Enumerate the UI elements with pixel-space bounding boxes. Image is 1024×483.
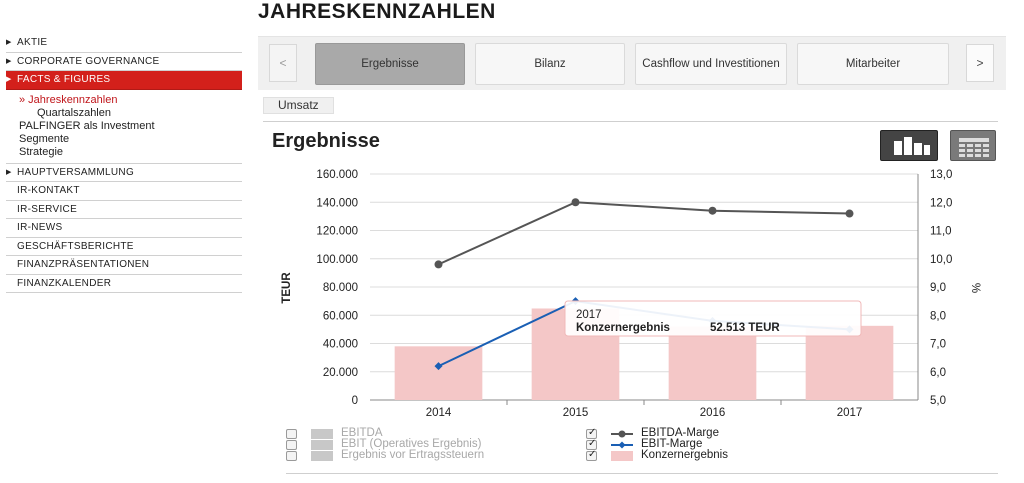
sidebar-item-ir-news[interactable]: IR-NEWS bbox=[6, 219, 242, 238]
legend-item-ergebnis-vor-steuern[interactable]: Ergebnis vor Ertragssteuern bbox=[286, 449, 484, 461]
y-tick-label: 160.000 bbox=[316, 169, 358, 181]
legend-checkbox[interactable] bbox=[586, 449, 597, 461]
chart-title: Ergebnisse bbox=[272, 130, 380, 152]
sidebar-item-facts-figures[interactable]: ▶ FACTS & FIGURES bbox=[6, 71, 242, 90]
data-point bbox=[434, 260, 443, 269]
x-tick-label: 2014 bbox=[426, 407, 452, 419]
bar-chart-view-button[interactable] bbox=[880, 130, 938, 161]
y2-tick-label: 9,0 bbox=[930, 282, 946, 294]
data-point bbox=[434, 362, 443, 371]
tooltip-value: 52.513 TEUR bbox=[710, 322, 780, 334]
data-point bbox=[571, 198, 580, 207]
y2-tick-label: 6,0 bbox=[930, 367, 946, 379]
tab-cashflow[interactable]: Cashflow und Investitionen bbox=[635, 43, 787, 85]
y-tick-label: 120.000 bbox=[316, 226, 358, 238]
legend-line-swatch bbox=[611, 430, 633, 437]
table-icon bbox=[959, 138, 989, 157]
subnav-item-segmente[interactable]: Segmente bbox=[19, 132, 70, 145]
data-point bbox=[845, 209, 854, 218]
y-tick-label: 20.000 bbox=[323, 367, 358, 379]
tab-bar: < Ergebnisse Bilanz Cashflow und Investi… bbox=[258, 36, 1006, 90]
y2-tick-label: 11,0 bbox=[930, 226, 952, 238]
tooltip-year: 2017 bbox=[576, 309, 602, 321]
sidebar-item-geschaeftsberichte[interactable]: GESCHÄFTSBERICHTE bbox=[6, 238, 242, 256]
tab-prev-button[interactable]: < bbox=[269, 44, 297, 82]
y2-tick-label: 7,0 bbox=[930, 339, 946, 351]
tooltip-box bbox=[564, 300, 862, 337]
subnav-item-investment[interactable]: PALFINGER als Investment bbox=[19, 119, 155, 132]
tab-bilanz[interactable]: Bilanz bbox=[475, 43, 625, 85]
bar-konzernergebnis bbox=[668, 326, 757, 400]
x-tick-label: 2015 bbox=[563, 407, 589, 419]
tab-next-button[interactable]: > bbox=[966, 44, 994, 82]
legend-left: EBITDA EBIT (Operatives Ergebnis) Ergebn… bbox=[286, 427, 484, 461]
y2-tick-label: 5,0 bbox=[930, 395, 946, 407]
y-tick-label: 60.000 bbox=[323, 310, 358, 322]
sidebar-item-hauptversammlung[interactable]: ▶ HAUPTVERSAMMLUNG bbox=[6, 164, 242, 182]
bar-chart-icon bbox=[894, 137, 930, 155]
y2-tick-label: 13,0 bbox=[930, 169, 952, 181]
legend-checkbox[interactable] bbox=[286, 439, 297, 450]
legend-item-konzernergebnis[interactable]: Konzernergebnis bbox=[586, 449, 728, 461]
legend-checkbox[interactable] bbox=[286, 428, 297, 439]
divider bbox=[263, 121, 998, 122]
sidebar-item-finanzpraesentationen[interactable]: FINANZPRÄSENTATIONEN bbox=[6, 256, 242, 275]
legend-right: EBITDA-Marge EBIT-Marge Konzernergebnis bbox=[586, 427, 728, 461]
y2-tick-label: 10,0 bbox=[930, 254, 952, 266]
legend-checkbox[interactable] bbox=[286, 450, 297, 461]
series-line bbox=[438, 201, 850, 266]
y-tick-label: 100.000 bbox=[316, 254, 358, 266]
sidebar-item-corporate-governance[interactable]: ▶ CORPORATE GOVERNANCE bbox=[6, 53, 242, 71]
legend-item-ebitda-marge[interactable]: EBITDA-Marge bbox=[586, 427, 728, 439]
sidebar: ▶ AKTIE ▶ CORPORATE GOVERNANCE ▶ FACTS & FI… bbox=[6, 34, 242, 293]
legend-swatch bbox=[311, 450, 333, 461]
sidebar-item-finanzkalender[interactable]: FINANZKALENDER bbox=[6, 275, 242, 293]
page-title: JAHRESKENNZAHLEN bbox=[258, 0, 496, 23]
bar-konzernergebnis bbox=[805, 325, 894, 400]
legend-swatch bbox=[311, 439, 333, 450]
table-view-button[interactable] bbox=[950, 130, 996, 161]
tab-ergebnisse[interactable]: Ergebnisse bbox=[315, 43, 465, 85]
legend-swatch bbox=[611, 450, 633, 461]
y-tick-label: 140.000 bbox=[316, 197, 358, 209]
y2-axis-label: % bbox=[969, 283, 981, 293]
y-tick-label: 80.000 bbox=[323, 282, 358, 294]
y-tick-label: 0 bbox=[352, 395, 358, 407]
umsatz-subtab[interactable]: Umsatz bbox=[263, 97, 334, 114]
y2-tick-label: 12,0 bbox=[930, 197, 952, 209]
bar-konzernergebnis bbox=[394, 346, 483, 400]
tab-mitarbeiter[interactable]: Mitarbeiter bbox=[797, 43, 949, 85]
divider bbox=[286, 473, 998, 474]
subnav-item-jahreskennzahlen[interactable]: » Jahreskennzahlen bbox=[19, 93, 118, 106]
tooltip-series: Konzernergebnis bbox=[576, 322, 670, 334]
y-axis-label: TEUR bbox=[281, 272, 293, 304]
x-tick-label: 2016 bbox=[700, 407, 726, 419]
sidebar-item-ir-kontakt[interactable]: IR-KONTAKT bbox=[6, 182, 242, 201]
legend-item-ebitda[interactable]: EBITDA bbox=[286, 427, 484, 439]
y-tick-label: 40.000 bbox=[323, 339, 358, 351]
legend-swatch bbox=[311, 428, 333, 439]
data-point bbox=[708, 206, 717, 215]
legend-item-ebit[interactable]: EBIT (Operatives Ergebnis) bbox=[286, 438, 484, 450]
subnav-item-quartalszahlen[interactable]: Quartalszahlen bbox=[37, 106, 111, 119]
x-tick-label: 2017 bbox=[837, 407, 863, 419]
subnav: » Jahreskennzahlen Quartalszahlen PALFIN… bbox=[6, 90, 242, 164]
sidebar-item-ir-service[interactable]: IR-SERVICE bbox=[6, 201, 242, 219]
subnav-item-strategie[interactable]: Strategie bbox=[19, 145, 64, 158]
legend-line-swatch bbox=[611, 441, 633, 448]
sidebar-item-aktie[interactable]: ▶ AKTIE bbox=[6, 34, 242, 53]
y2-tick-label: 8,0 bbox=[930, 310, 946, 322]
